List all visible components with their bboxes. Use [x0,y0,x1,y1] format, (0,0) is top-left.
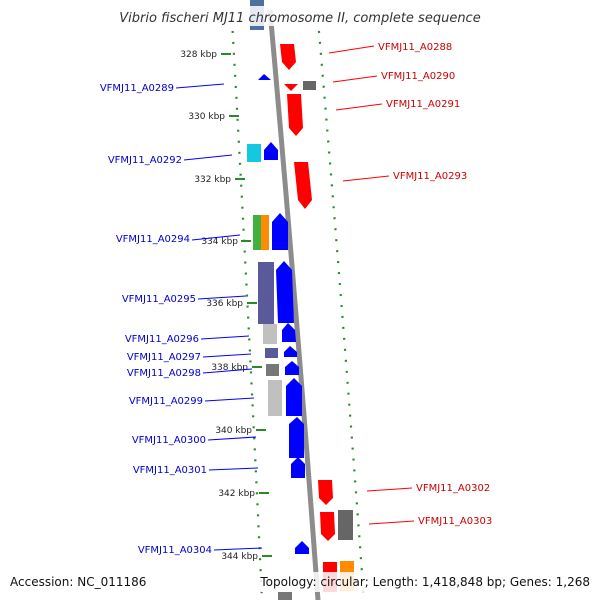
reverse-gene-labels: VFMJ11_A0289 VFMJ11_A0292 VFMJ11_A0294 V… [100,83,263,556]
tick-label: 344 kbp [221,552,258,562]
gene-label-a0290[interactable]: VFMJ11_A0290 [381,71,455,82]
leader-line [175,83,225,89]
leader-line [335,103,383,111]
tick-label: 332 kbp [194,175,231,185]
gene-label-a0288[interactable]: VFMJ11_A0288 [378,42,452,53]
leader-line [197,295,247,300]
gene-arrow-a0290 [284,84,298,91]
feature-cog-orange [261,215,269,250]
gene-label-a0289[interactable]: VFMJ11_A0289 [100,83,174,94]
gene-label-a0293[interactable]: VFMJ11_A0293 [393,171,467,182]
leader-line [213,547,263,551]
leader-line [332,75,378,83]
accession-text: Accession: NC_011186 [10,575,146,589]
kbp-ticks: 328 kbp 330 kbp 332 kbp 334 kbp 336 kbp … [180,50,272,562]
gene-label-a0295[interactable]: VFMJ11_A0295 [122,294,196,305]
tick-label: 330 kbp [188,112,225,122]
leader-line [207,436,257,441]
feature-cog-grey-c [268,380,282,416]
leader-line [208,467,259,471]
gene-label-a0298[interactable]: VFMJ11_A0298 [127,368,201,379]
gene-arrow-a0296 [282,323,296,342]
gene-label-a0296[interactable]: VFMJ11_A0296 [125,334,199,345]
gene-label-a0299[interactable]: VFMJ11_A0299 [129,396,203,407]
feature-cog-purple-b [265,348,278,358]
gene-arrow-a0295 [276,261,294,323]
map-title: Vibrio fischeri MJ11 chromosome II, comp… [119,11,480,26]
backbone-line [267,9,321,600]
gene-arrow-a0299 [286,378,302,416]
outer-dotted-ring-left [230,19,264,600]
reverse-strand-features [247,0,354,600]
gene-arrow-a0304 [295,541,309,554]
tick-label: 340 kbp [215,426,252,436]
gene-label-a0294[interactable]: VFMJ11_A0294 [116,234,190,245]
gene-arrow-a0288 [280,44,296,70]
gene-label-a0301[interactable]: VFMJ11_A0301 [133,465,207,476]
gene-label-a0303[interactable]: VFMJ11_A0303 [418,516,492,527]
feature-cog-cyan [247,144,261,162]
gene-arrow-a0292 [264,142,278,160]
leader-line [368,520,415,525]
gene-arrow-a0297 [284,346,297,357]
leader-line [204,397,255,402]
gene-arrow-a0300 [289,417,304,458]
forward-gene-labels: VFMJ11_A0288 VFMJ11_A0290 VFMJ11_A0291 V… [328,42,492,527]
leader-line [342,175,390,182]
gene-arrow-a0303 [320,512,335,541]
leader-line [328,45,375,54]
footer-backdrop [0,572,600,592]
leader-line [366,487,413,492]
gene-arrow-a0298 [285,361,299,375]
title-backdrop [108,6,492,26]
feature-cog-forward-grey-top [303,81,316,90]
tick-label: 336 kbp [206,299,243,309]
gene-label-a0292[interactable]: VFMJ11_A0292 [108,155,182,166]
gene-arrow-a0293 [294,162,312,209]
gene-arrow-a0291 [287,94,303,136]
genome-summary-text: Topology: circular; Length: 1,418,848 bp… [259,575,590,589]
reverse-genes [258,74,309,554]
gene-arrow-a0294 [272,213,288,250]
gene-arrow-a0302 [318,480,333,505]
feature-cog-bottom-grey [278,592,292,600]
leader-line [183,154,233,161]
feature-cog-green [253,215,261,250]
leader-line [202,368,253,374]
leader-line [202,353,252,358]
gene-label-a0291[interactable]: VFMJ11_A0291 [386,99,460,110]
gene-arrow-a0301 [291,457,305,478]
tick-label: 338 kbp [211,363,248,373]
gene-label-a0304[interactable]: VFMJ11_A0304 [138,545,212,556]
tick-label: 334 kbp [201,237,238,247]
leader-line [200,335,250,340]
gene-arrow-a0289 [258,74,271,80]
feature-cog-grey-b [266,364,279,376]
leader-line [191,234,241,241]
feature-cog-purple [258,262,274,324]
tick-label: 342 kbp [218,489,255,499]
gene-label-a0300[interactable]: VFMJ11_A0300 [132,435,206,446]
feature-cog-grey-a [263,324,277,344]
gene-label-a0302[interactable]: VFMJ11_A0302 [416,483,490,494]
tick-label: 328 kbp [180,50,217,60]
gene-label-a0297[interactable]: VFMJ11_A0297 [127,352,201,363]
feature-cog-forward-grey [338,510,353,540]
